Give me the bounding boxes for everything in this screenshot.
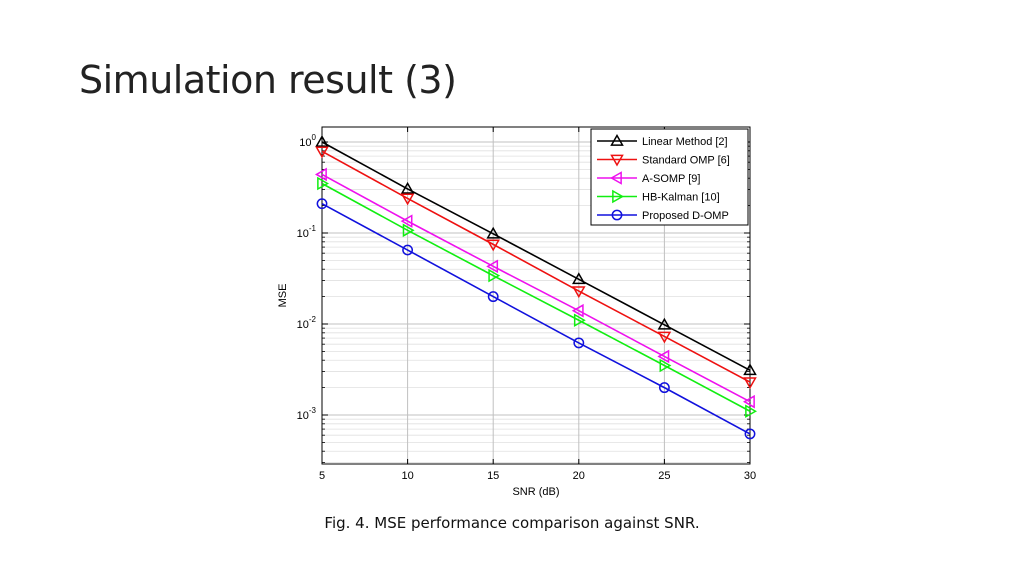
x-tick-label: 10 — [401, 470, 413, 482]
legend-item: HB-Kalman [10] — [597, 189, 720, 204]
circle-marker — [316, 198, 328, 210]
series-layer — [314, 134, 758, 440]
plot-frame — [321, 126, 751, 465]
triangle-left-marker — [314, 167, 327, 182]
legend-label: Proposed D-OMP — [642, 210, 729, 222]
triangle-up-marker — [743, 363, 757, 376]
legend-item: Linear Method [2] — [597, 133, 728, 148]
circle-marker — [573, 337, 585, 349]
triangle-right-marker — [317, 176, 330, 191]
y-tick-label: 100 — [299, 133, 316, 149]
x-tick-labels: 5 10 15 20 25 30 — [319, 470, 756, 482]
circle-marker — [402, 244, 414, 256]
legend-label: Linear Method [2] — [642, 136, 728, 148]
triangle-up-marker — [400, 181, 415, 194]
series-3 — [317, 176, 758, 419]
triangle-up-marker — [486, 226, 500, 239]
triangle-down-marker — [572, 286, 586, 299]
triangle-up-marker — [657, 317, 672, 330]
circle-marker — [744, 428, 756, 440]
figure-caption: Fig. 4. MSE performance comparison again… — [324, 514, 700, 532]
triangle-left-marker — [571, 303, 584, 318]
triangle-right-marker — [573, 313, 586, 328]
triangle-right-marker — [488, 268, 501, 283]
legend: Linear Method [2] Standard OMP [6] A-SOMP … — [590, 128, 749, 226]
legend-item: Proposed D-OMP — [597, 209, 729, 222]
triangle-down-marker — [657, 331, 672, 344]
legend-label: A-SOMP [9] — [642, 173, 700, 185]
series-0 — [315, 134, 757, 376]
x-tick-label: 15 — [487, 470, 499, 482]
triangle-down-marker — [610, 154, 624, 167]
triangle-up-marker — [610, 133, 624, 146]
series-2 — [314, 167, 755, 409]
triangle-left-marker — [486, 259, 499, 274]
series-line — [321, 150, 751, 383]
y-axis-label: MSE — [277, 284, 289, 308]
triangle-left-marker — [400, 214, 413, 228]
x-tick-label: 30 — [744, 470, 756, 482]
triangle-down-marker — [400, 193, 415, 206]
series-line — [321, 173, 751, 403]
triangle-down-marker — [743, 377, 757, 390]
triangle-right-marker — [659, 358, 672, 373]
triangle-right-marker — [745, 404, 758, 419]
circle-marker — [611, 209, 623, 221]
legend-item: A-SOMP [9] — [597, 171, 700, 185]
triangle-right-marker — [402, 223, 415, 238]
triangle-left-marker — [742, 394, 755, 409]
triangle-down-marker — [486, 239, 500, 252]
triangle-left-marker — [657, 349, 670, 364]
legend-label: Standard OMP [6] — [642, 155, 730, 167]
triangle-right-marker — [612, 189, 625, 204]
y-tick-label: 10-3 — [297, 406, 317, 422]
triangle-down-marker — [315, 146, 329, 159]
circle-marker — [658, 382, 670, 394]
slide-title: Simulation result (3) — [79, 58, 457, 102]
x-axis-label: SNR (dB) — [512, 486, 559, 498]
triangle-up-marker — [315, 134, 329, 147]
series-4 — [316, 198, 756, 440]
x-tick-label: 5 — [319, 470, 325, 482]
series-line — [321, 141, 751, 371]
series-line — [321, 202, 751, 435]
legend-label: HB-Kalman [10] — [642, 192, 720, 204]
y-tick-label: 10-2 — [297, 315, 317, 331]
series-1 — [315, 146, 757, 390]
triangle-left-marker — [609, 171, 622, 185]
triangle-up-marker — [572, 272, 586, 285]
x-tick-label: 20 — [573, 470, 585, 482]
circle-marker — [487, 291, 499, 303]
x-tick-label: 25 — [658, 470, 670, 482]
y-tick-label: 10-1 — [297, 224, 317, 240]
series-line — [321, 182, 751, 412]
legend-item: Standard OMP [6] — [597, 155, 730, 167]
y-tick-labels: 100 10-1 10-2 10-3 — [297, 133, 317, 422]
